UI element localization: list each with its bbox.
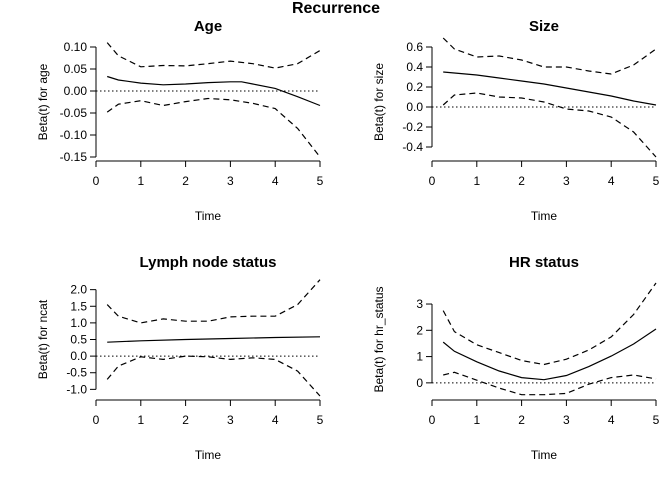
lower-ci-line <box>106 355 321 397</box>
x-tick-label: 2 <box>182 174 189 188</box>
x-tick-label: 4 <box>608 413 615 427</box>
x-tick-label: 1 <box>473 413 480 427</box>
upper-ci-line <box>442 37 657 75</box>
x-tick-label: 5 <box>653 413 660 427</box>
x-tick-label: 0 <box>429 174 436 188</box>
y-tick-label: 3 <box>416 297 423 311</box>
x-tick-label: 4 <box>608 174 615 188</box>
x-tick-label: 2 <box>518 174 525 188</box>
panel-title: HR status <box>509 254 579 271</box>
y-tick-label: -0.15 <box>60 150 88 164</box>
figure-title: Recurrence <box>292 0 380 17</box>
y-tick-label: 0.0 <box>406 100 423 114</box>
y-tick-label: 0.5 <box>70 333 87 347</box>
x-tick-label: 3 <box>563 413 570 427</box>
x-axis-label: Time <box>531 209 558 223</box>
x-tick-label: 3 <box>227 174 234 188</box>
lower-ci-line <box>443 371 657 396</box>
x-tick-label: 1 <box>473 174 480 188</box>
panel-2: Lymph node status 0 1 2 3 4 5 Time -1.0 -0.5 0.0 0.… <box>36 254 324 462</box>
upper-ci-line <box>442 282 657 366</box>
y-tick-label: -0.4 <box>402 140 423 154</box>
x-tick-label: 0 <box>93 174 100 188</box>
x-tick-label: 2 <box>518 413 525 427</box>
y-tick-label: -0.2 <box>402 120 423 134</box>
y-tick-label: 0.10 <box>64 40 88 54</box>
y-tick-label: 2.0 <box>70 283 87 297</box>
y-axis-label: Beta(t) for age <box>36 63 50 140</box>
y-tick-label: 0.4 <box>406 60 423 74</box>
y-tick-label: 0.6 <box>406 40 423 54</box>
x-tick-label: 1 <box>137 174 144 188</box>
x-axis-label: Time <box>531 448 558 462</box>
estimate-line <box>107 336 321 343</box>
panel-title: Size <box>529 18 559 35</box>
x-tick-label: 4 <box>272 413 279 427</box>
x-tick-label: 2 <box>182 413 189 427</box>
x-tick-label: 4 <box>272 174 279 188</box>
estimate-line <box>107 75 321 107</box>
y-axis-label: Beta(t) for size <box>372 63 386 141</box>
estimate-line <box>442 328 657 381</box>
y-tick-label: 0.2 <box>406 80 423 94</box>
y-tick-label: 0.0 <box>70 349 87 363</box>
panel-title: Age <box>194 18 222 35</box>
panel-0: Age 0 1 2 3 4 5 Time -0.15 -0.10 -0.05 0.00 0.05 0.10… <box>36 18 324 223</box>
lower-ci-line <box>106 97 321 158</box>
x-tick-label: 1 <box>137 413 144 427</box>
y-tick-label: 0.05 <box>64 62 88 76</box>
x-tick-label: 3 <box>563 174 570 188</box>
y-tick-label: 1 <box>416 350 423 364</box>
y-tick-label: -1.0 <box>66 382 87 396</box>
y-tick-label: 2 <box>416 323 423 337</box>
panel-1: Size 0 1 2 3 4 5 Time -0.4 -0.2 0.0 0.2 0.4 0.6 Beta(t… <box>372 18 660 223</box>
x-tick-label: 5 <box>317 174 324 188</box>
y-axis-label: Beta(t) for hr_status <box>372 286 386 392</box>
y-tick-label: -0.5 <box>66 366 87 380</box>
x-tick-label: 5 <box>653 174 660 188</box>
panel-title: Lymph node status <box>140 254 277 271</box>
estimate-line <box>443 71 657 106</box>
panel-3: HR status 0 1 2 3 4 5 Time 0 1 2 3 Beta(t) for hr_st… <box>372 254 660 462</box>
upper-ci-line <box>106 279 321 324</box>
y-tick-label: -0.10 <box>60 128 88 142</box>
y-tick-label: -0.05 <box>60 106 88 120</box>
x-tick-label: 0 <box>93 413 100 427</box>
x-tick-label: 0 <box>429 413 436 427</box>
x-tick-label: 3 <box>227 413 234 427</box>
y-tick-label: 1.0 <box>70 316 87 330</box>
lower-ci-line <box>442 92 657 158</box>
x-axis-label: Time <box>195 209 222 223</box>
y-tick-label: 1.5 <box>70 299 87 313</box>
x-tick-label: 5 <box>317 413 324 427</box>
x-axis-label: Time <box>195 448 222 462</box>
y-tick-label: 0 <box>416 376 423 390</box>
y-axis-label: Beta(t) for ncat <box>36 299 50 379</box>
y-tick-label: 0.00 <box>64 84 88 98</box>
upper-ci-line <box>106 42 321 69</box>
